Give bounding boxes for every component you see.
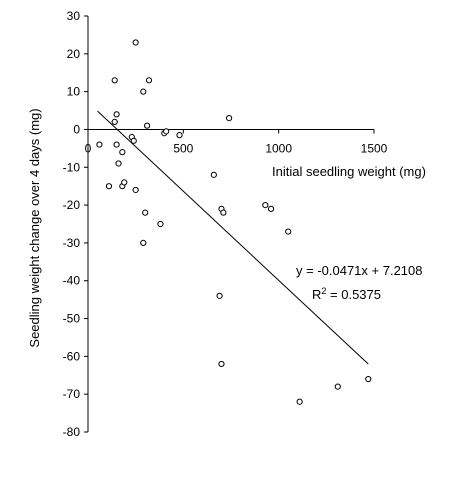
x-tick-label: 1000 — [265, 141, 292, 155]
data-point — [113, 111, 120, 118]
data-point — [163, 128, 170, 135]
data-point — [216, 292, 223, 299]
data-point — [113, 141, 120, 148]
y-tick-label: -10 — [63, 160, 81, 174]
trendline — [97, 110, 369, 365]
data-point — [144, 122, 151, 129]
r-squared-superscript: 2 — [321, 286, 326, 296]
x-tick-label: 1500 — [361, 141, 388, 155]
data-point — [115, 160, 122, 167]
r-squared-prefix: R — [312, 287, 321, 302]
data-point — [262, 201, 269, 209]
x-tick-label: 500 — [173, 141, 193, 155]
data-point — [365, 375, 372, 383]
data-point — [210, 171, 217, 178]
y-tick-label: -60 — [63, 349, 81, 363]
data-point — [130, 137, 137, 144]
data-point — [119, 149, 126, 156]
data-point — [111, 77, 118, 84]
data-point — [132, 186, 139, 194]
trendline-line — [97, 110, 369, 365]
r-squared-label: R2 = 0.5375 — [312, 286, 381, 302]
y-tick-label: 20 — [67, 47, 81, 61]
data-point — [140, 88, 147, 95]
data-point — [296, 398, 303, 405]
data-point — [220, 209, 227, 216]
data-point — [111, 118, 118, 125]
data-point — [334, 383, 341, 390]
data-point — [140, 239, 147, 247]
data-points — [96, 39, 372, 405]
y-tick-label: -80 — [63, 425, 81, 439]
y-axis: 30 20 10 0 -10 -20 -30 -40 -50 -60 -70 -80 — [63, 9, 89, 439]
y-tick-label: 10 — [67, 85, 81, 99]
y-tick-label: -50 — [63, 312, 81, 326]
trendline-equation: y = -0.0471x + 7.2108 — [296, 263, 422, 278]
y-tick-label: 0 — [73, 122, 80, 136]
data-point — [157, 220, 164, 228]
data-point — [121, 179, 128, 186]
y-axis-title: Seedling weight change over 4 days (mg) — [27, 108, 42, 347]
y-tick-label: -20 — [63, 198, 81, 212]
y-tick-label: -40 — [63, 274, 81, 288]
data-point — [96, 141, 103, 148]
x-axis-title: Initial seedling weight (mg) — [272, 164, 426, 179]
data-point — [142, 209, 149, 216]
data-point — [176, 132, 183, 139]
data-point — [105, 183, 113, 190]
data-point — [218, 360, 225, 368]
x-axis: 050010001500 — [85, 128, 388, 155]
y-tick-label: -30 — [63, 236, 81, 250]
r-squared-value: = 0.5375 — [326, 287, 381, 302]
data-point — [132, 39, 139, 46]
data-point — [145, 77, 153, 84]
y-tick-label: -70 — [63, 387, 81, 401]
data-point — [285, 228, 292, 235]
data-point — [267, 205, 275, 212]
y-tick-label: 30 — [67, 9, 81, 23]
data-point — [225, 115, 233, 122]
